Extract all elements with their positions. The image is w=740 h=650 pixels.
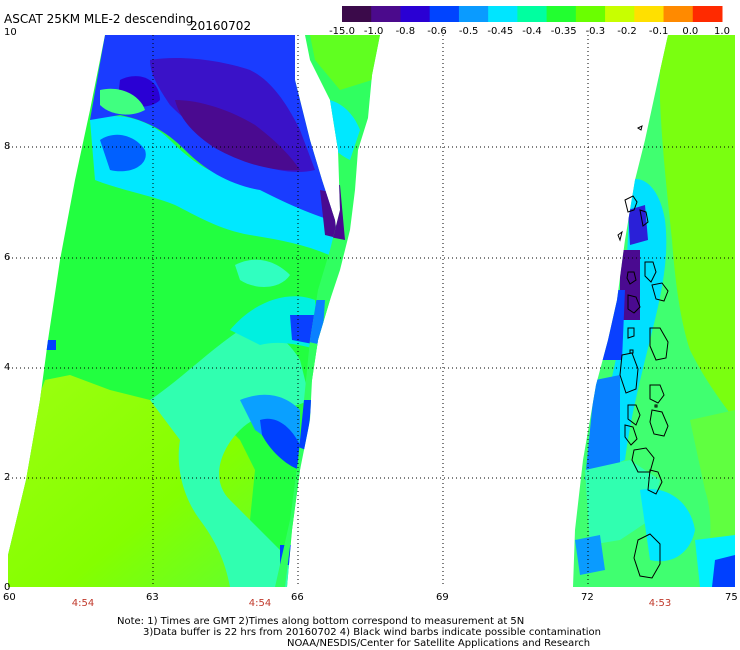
colorbar-label: -0.2 bbox=[617, 26, 637, 37]
time-label-3: 4:53 bbox=[648, 598, 672, 609]
note-line-1: Note: 1) Times are GMT 2)Times along bot… bbox=[117, 616, 525, 627]
colorbar-swatch bbox=[458, 6, 489, 22]
x-tick-75: 75 bbox=[725, 592, 738, 603]
x-tick-63: 63 bbox=[146, 592, 159, 603]
time-label-2: 4:54 bbox=[248, 598, 272, 609]
colorbar-swatch bbox=[517, 6, 548, 22]
map-title: ASCAT 25KM MLE-2 descending bbox=[4, 12, 194, 26]
colorbar-label: -0.8 bbox=[395, 26, 416, 37]
colorbar bbox=[342, 6, 723, 22]
colorbar-label: -0.6 bbox=[427, 26, 447, 37]
colorbar-swatch bbox=[605, 6, 635, 22]
y-tick-2: 2 bbox=[4, 472, 11, 483]
colorbar-swatch bbox=[663, 6, 694, 22]
note-line-2: 3)Data buffer is 22 hrs from 20160702 4)… bbox=[143, 627, 601, 638]
x-tick-60: 60 bbox=[3, 592, 16, 603]
x-tick-66: 66 bbox=[291, 592, 304, 603]
y-tick-8: 8 bbox=[4, 141, 11, 152]
x-tick-69: 69 bbox=[436, 592, 449, 603]
colorbar-swatch bbox=[634, 6, 665, 22]
left-swath bbox=[8, 35, 340, 587]
colorbar-swatch bbox=[429, 6, 460, 22]
y-tick-4: 4 bbox=[4, 362, 11, 373]
y-tick-10: 10 bbox=[4, 27, 17, 38]
colorbar-label: 1.0 bbox=[714, 26, 730, 37]
colorbar-label: 0.0 bbox=[682, 26, 699, 37]
note-line-3: NOAA/NESDIS/Center for Satellite Applica… bbox=[287, 638, 591, 649]
colorbar-label: -1.0 bbox=[363, 26, 384, 37]
time-label-1: 4:54 bbox=[71, 598, 95, 609]
colorbar-swatch bbox=[400, 6, 431, 22]
colorbar-swatch bbox=[488, 6, 518, 22]
colorbar-label: -0.35 bbox=[550, 26, 577, 37]
right-swath bbox=[573, 35, 735, 587]
colorbar-swatch bbox=[371, 6, 401, 22]
colorbar-label: -0.5 bbox=[458, 26, 479, 37]
colorbar-label: -15.0 bbox=[329, 26, 355, 37]
y-tick-0: 0 bbox=[4, 582, 11, 593]
colorbar-label: -0.3 bbox=[585, 26, 606, 37]
colorbar-swatch bbox=[575, 6, 606, 22]
coastline bbox=[617, 125, 669, 579]
colorbar-label: -0.1 bbox=[648, 26, 669, 37]
x-tick-72: 72 bbox=[581, 592, 594, 603]
colorbar-swatch bbox=[546, 6, 577, 22]
colorbar-label: -0.4 bbox=[522, 26, 542, 37]
colorbar-swatch bbox=[692, 6, 723, 22]
grid bbox=[8, 35, 735, 587]
colorbar-label: -0.45 bbox=[487, 26, 514, 37]
colorbar-swatch bbox=[342, 6, 372, 22]
y-tick-6: 6 bbox=[4, 252, 11, 263]
map-date: 20160702 bbox=[190, 19, 252, 33]
